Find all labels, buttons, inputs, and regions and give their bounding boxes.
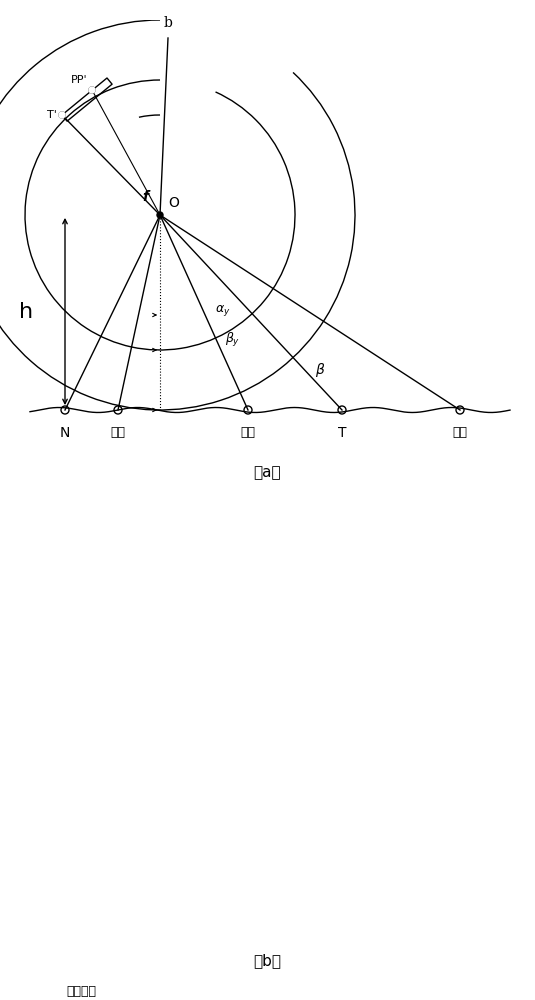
Text: 投影中心: 投影中心 [66, 985, 96, 998]
Text: PP': PP' [71, 75, 87, 85]
Text: （a）: （a） [253, 465, 281, 480]
Text: f: f [142, 190, 148, 204]
Text: 远点: 远点 [453, 426, 468, 439]
Text: $\beta$: $\beta$ [315, 361, 325, 379]
Circle shape [157, 212, 163, 218]
Text: $\alpha_y$: $\alpha_y$ [215, 302, 231, 318]
Text: b: b [164, 16, 172, 30]
Text: （b）: （b） [253, 953, 281, 968]
Text: T: T [338, 426, 346, 440]
Text: O: O [168, 196, 179, 210]
Text: 中点: 中点 [241, 426, 256, 439]
Circle shape [89, 87, 95, 93]
Text: h: h [19, 302, 33, 322]
Circle shape [59, 112, 65, 118]
Text: T': T' [47, 110, 57, 120]
Text: N: N [60, 426, 70, 440]
Text: $\beta_y$: $\beta_y$ [225, 331, 240, 349]
Text: 近点: 近点 [111, 426, 126, 439]
